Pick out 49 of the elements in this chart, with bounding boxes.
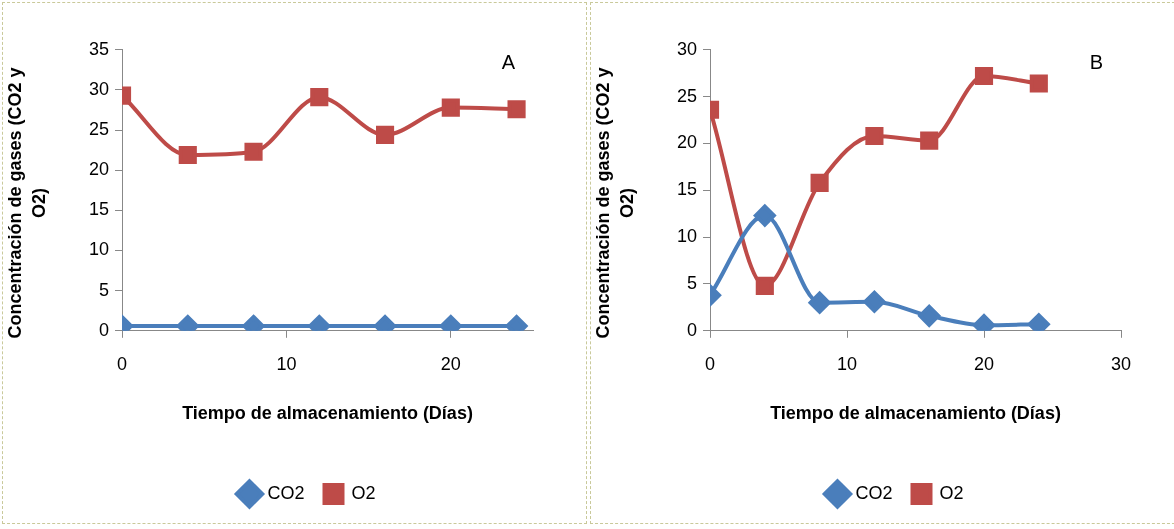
point <box>974 66 994 86</box>
y-tick-label: 5 <box>687 272 698 293</box>
x-tick-label: 0 <box>705 353 716 374</box>
x-tick-label: 30 <box>1110 353 1132 374</box>
legend-label: O2 <box>351 482 376 503</box>
y-tick-label: 10 <box>676 226 698 247</box>
y-axis-title: Concentración de gases (CO2 y O2) <box>4 66 50 341</box>
point <box>808 291 831 314</box>
y-tick-label: 25 <box>88 119 110 140</box>
y-tick-label: 30 <box>676 38 698 59</box>
point <box>178 145 197 165</box>
y-tick-label: 20 <box>676 132 698 153</box>
point <box>1029 74 1048 93</box>
legend-label: CO2 <box>267 482 305 503</box>
y-tick-label: 30 <box>88 78 110 99</box>
point <box>244 142 263 161</box>
x-tick-label: 20 <box>973 353 995 374</box>
point <box>918 304 941 327</box>
point <box>865 126 884 146</box>
x-axis-title: Tiempo de almacenamiento (Días) <box>770 403 1061 424</box>
y-tick-label: 25 <box>676 85 698 106</box>
point <box>507 100 526 119</box>
x-tick-label: 0 <box>117 353 128 374</box>
x-axis-title: Tiempo de almacenamiento (Días) <box>182 403 473 424</box>
y-tick-label: 20 <box>88 159 110 180</box>
y-axis-title: Concentración de gases (CO2 y O2) <box>592 66 638 341</box>
point <box>863 290 886 313</box>
y-tick-label: 35 <box>88 38 110 59</box>
legend-label: O2 <box>939 482 964 503</box>
y-tick-label: 10 <box>88 239 110 260</box>
point <box>810 173 829 192</box>
y-tick-label: 0 <box>99 319 110 340</box>
point <box>755 276 774 295</box>
point <box>441 98 460 117</box>
legend-label: CO2 <box>855 482 893 503</box>
y-tick-label: 5 <box>99 279 110 300</box>
x-tick-label: 10 <box>837 353 858 374</box>
annotation: A <box>501 51 516 74</box>
x-tick-label: 10 <box>276 353 297 374</box>
y-tick-label: 0 <box>687 319 698 340</box>
point <box>310 88 329 107</box>
point <box>753 204 776 227</box>
y-tick-label: 15 <box>88 199 110 220</box>
annotation: B <box>1089 51 1103 74</box>
point <box>920 131 939 150</box>
point <box>375 125 395 144</box>
x-tick-label: 20 <box>440 353 461 374</box>
point <box>1027 313 1050 331</box>
y-tick-label: 15 <box>676 179 698 200</box>
